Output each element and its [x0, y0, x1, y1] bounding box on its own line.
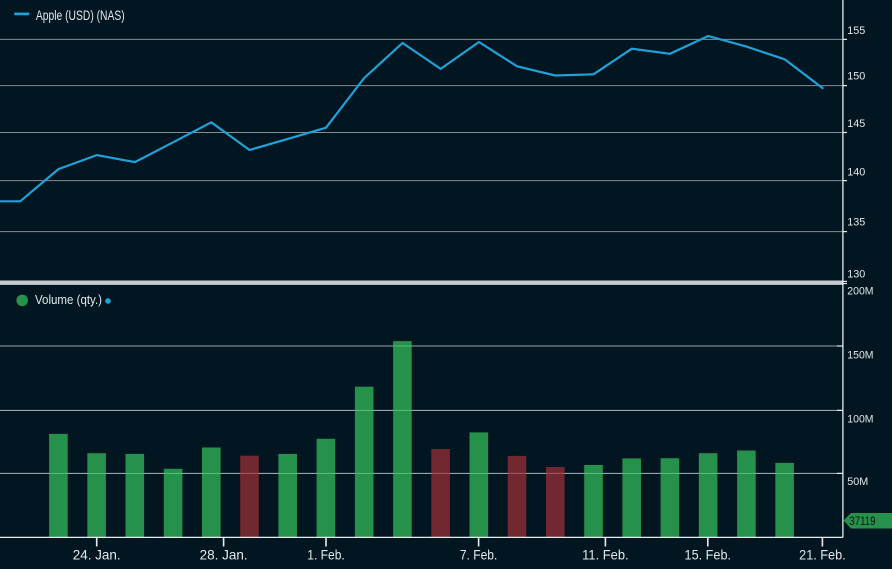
- svg-text:150M: 150M: [847, 350, 873, 362]
- svg-text:145: 145: [847, 118, 865, 130]
- svg-text:50M: 50M: [847, 476, 868, 488]
- svg-text:Apple (USD) (NAS): Apple (USD) (NAS): [36, 7, 125, 23]
- svg-text:130: 130: [847, 269, 865, 281]
- svg-text:15. Feb.: 15. Feb.: [685, 547, 732, 563]
- svg-text:155: 155: [847, 25, 865, 37]
- svg-text:28. Jan.: 28. Jan.: [200, 547, 248, 563]
- svg-text:140: 140: [847, 166, 865, 178]
- svg-text:1. Feb.: 1. Feb.: [307, 547, 345, 563]
- svg-text:7. Feb.: 7. Feb.: [460, 547, 498, 563]
- svg-text:Volume (qty.): Volume (qty.): [35, 292, 102, 307]
- svg-text:100M: 100M: [847, 414, 873, 426]
- svg-text:150: 150: [847, 71, 865, 83]
- svg-text:200M: 200M: [847, 286, 873, 298]
- svg-text:135: 135: [847, 216, 865, 228]
- svg-text:37119: 37119: [849, 514, 875, 528]
- svg-text:21. Feb.: 21. Feb.: [799, 547, 846, 563]
- svg-text:11. Feb.: 11. Feb.: [582, 547, 629, 563]
- svg-text:24. Jan.: 24. Jan.: [73, 547, 121, 563]
